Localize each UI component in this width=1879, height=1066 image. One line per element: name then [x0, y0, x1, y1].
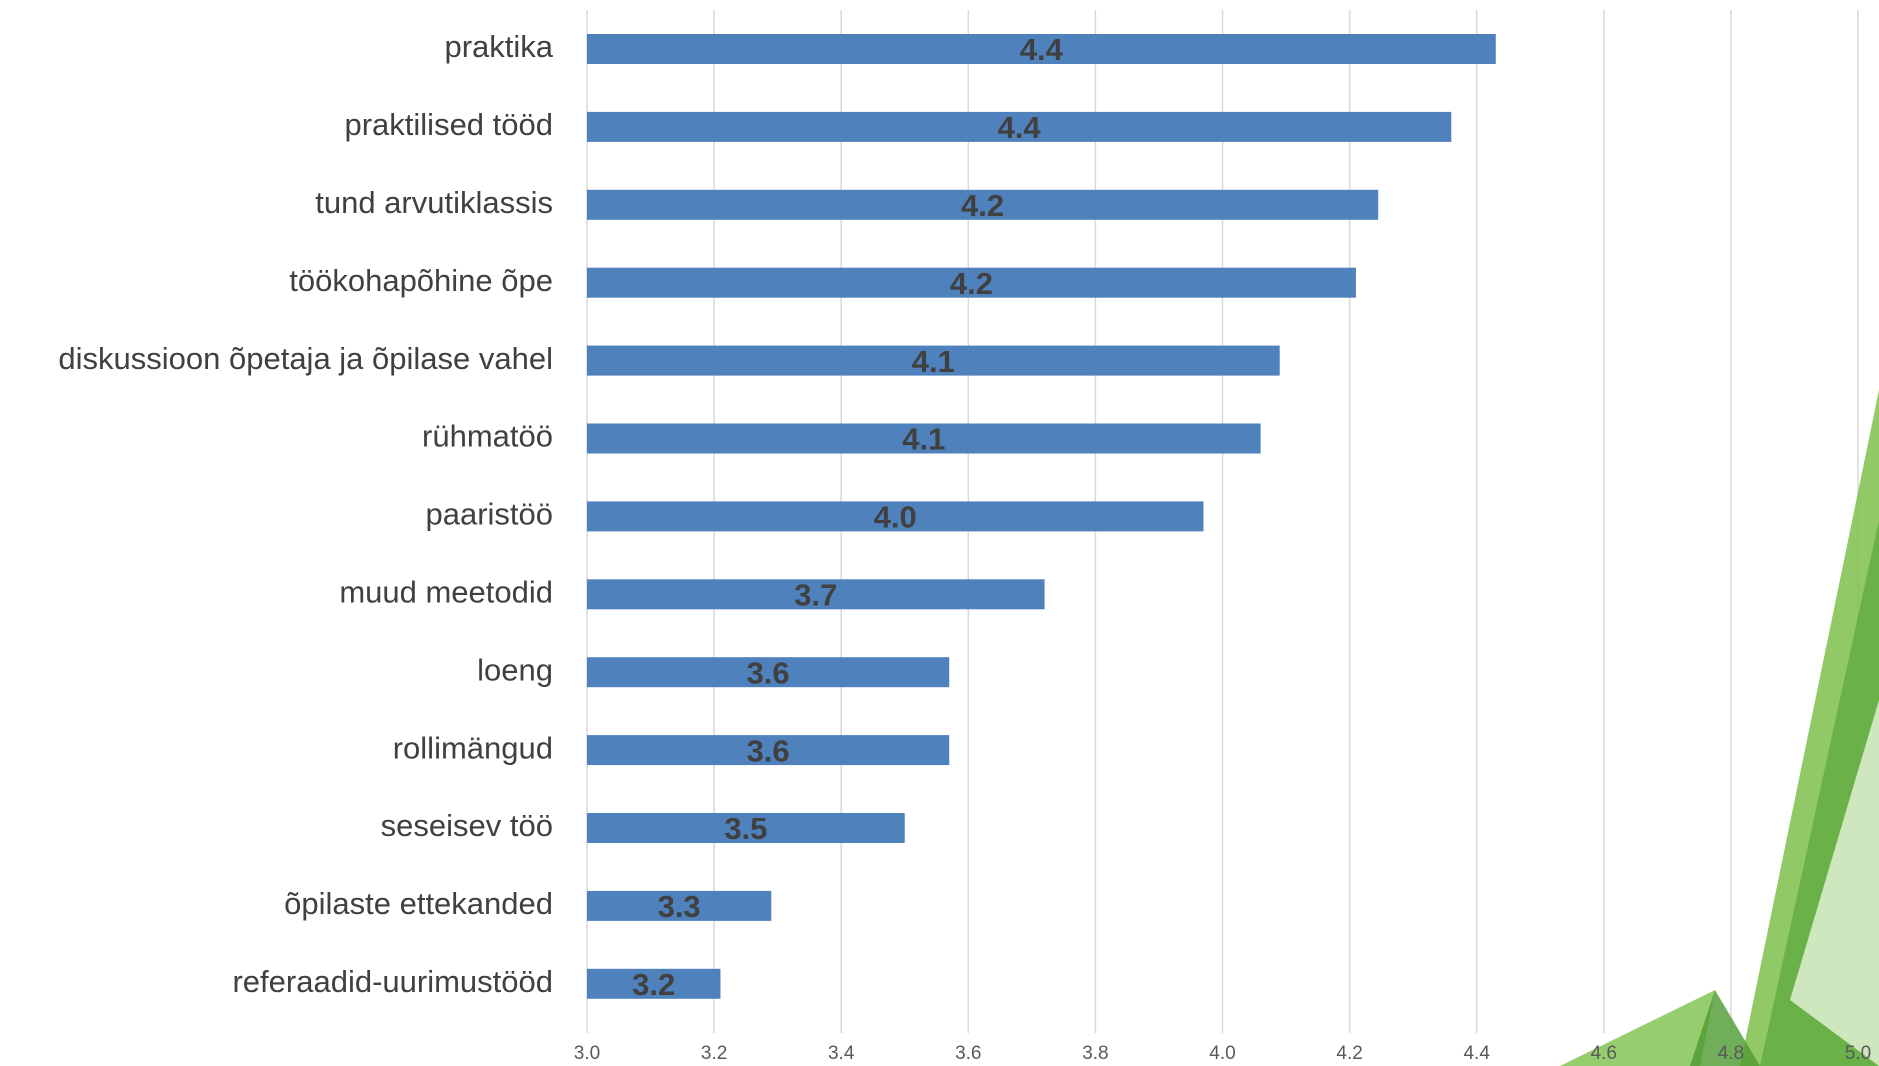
- x-tick-label: 3.8: [1082, 1043, 1108, 1064]
- bar: [587, 813, 905, 843]
- y-tick-label: rühmatöö: [422, 419, 553, 454]
- value-label: 4.2: [961, 188, 1004, 223]
- y-tick-label: õpilaste ettekanded: [284, 886, 553, 921]
- value-label: 4.4: [998, 110, 1042, 145]
- value-label: 3.2: [632, 967, 675, 1002]
- value-label: 4.1: [912, 344, 955, 379]
- x-tick-label: 4.4: [1463, 1043, 1490, 1064]
- x-tick-label: 3.2: [701, 1043, 727, 1064]
- bar: [587, 501, 1204, 532]
- value-label: 4.1: [902, 422, 945, 457]
- y-tick-label: referaadid-uurimustööd: [232, 964, 553, 999]
- y-tick-label: seseisev töö: [381, 808, 553, 843]
- x-tick-label: 4.0: [1209, 1043, 1235, 1064]
- bar: [587, 267, 1356, 298]
- x-tick-label: 3.0: [574, 1043, 600, 1064]
- bar: [587, 890, 772, 921]
- x-tick-label: 4.2: [1336, 1043, 1362, 1064]
- y-tick-label: töökohapõhine õpe: [289, 263, 553, 298]
- y-tick-label: diskussioon õpetaja ja õpilase vahel: [58, 341, 553, 376]
- x-tick-label: 3.4: [828, 1043, 855, 1064]
- x-tick-label: 5.0: [1845, 1043, 1871, 1064]
- bar: [587, 968, 721, 999]
- y-tick-label: loeng: [477, 652, 553, 687]
- y-tick-label: paaristöö: [425, 497, 553, 532]
- y-tick-label: praktika: [444, 29, 553, 64]
- bar: [587, 735, 950, 766]
- bar: [587, 34, 1496, 64]
- x-tick-label: 4.6: [1591, 1043, 1617, 1064]
- bar: [587, 345, 1280, 376]
- value-label: 3.6: [747, 733, 790, 768]
- bar: [587, 579, 1045, 610]
- y-tick-label: muud meetodid: [339, 574, 553, 609]
- x-tick-label: 4.8: [1718, 1043, 1744, 1064]
- bar: [587, 111, 1452, 142]
- y-tick-label: praktilised tööd: [344, 107, 553, 142]
- value-label: 3.3: [658, 889, 701, 924]
- value-label: 4.2: [950, 266, 993, 301]
- bar: [587, 657, 950, 688]
- value-label: 4.4: [1020, 32, 1064, 67]
- value-label: 3.6: [747, 655, 790, 690]
- y-tick-label: rollimängud: [393, 730, 553, 765]
- value-label: 3.5: [724, 811, 767, 846]
- x-tick-label: 3.6: [955, 1043, 981, 1064]
- y-tick-label: tund arvutiklassis: [315, 185, 553, 220]
- value-label: 4.0: [874, 500, 917, 535]
- decoration: [1560, 390, 1879, 1066]
- bar: [587, 423, 1261, 454]
- bar: [587, 189, 1379, 220]
- value-label: 3.7: [794, 577, 837, 612]
